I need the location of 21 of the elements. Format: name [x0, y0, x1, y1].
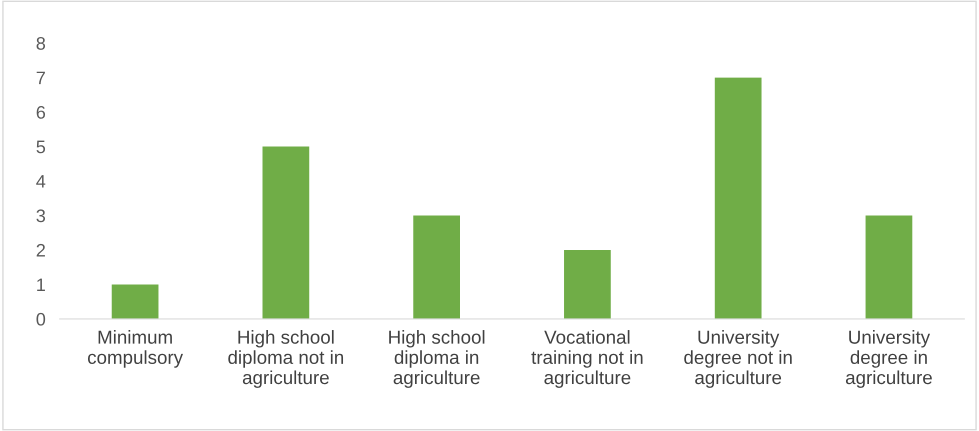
x-tick-label: Vocational training not in agriculture: [531, 330, 642, 388]
y-tick-label: 8: [36, 37, 46, 50]
bar: [262, 146, 310, 319]
y-tick-label: 0: [36, 312, 46, 326]
y-tick-label: 3: [36, 209, 46, 222]
bar: [564, 250, 611, 319]
bar: [714, 78, 762, 319]
x-tick-label: High school diploma in agriculture: [389, 330, 484, 388]
y-tick-label: 2: [36, 244, 45, 257]
x-tick-label: High school diploma not in agriculture: [228, 330, 344, 388]
x-tick-label: University degree not in agriculture: [684, 330, 792, 388]
y-tick-label: 4: [36, 175, 46, 188]
bar: [866, 216, 912, 319]
bar: [413, 216, 460, 319]
y-tick-label: 7: [36, 72, 45, 84]
x-tick-label: Minimum compulsory: [88, 330, 183, 368]
y-tick-label: 5: [36, 140, 46, 154]
y-tick-label: 6: [36, 106, 46, 119]
bar: [112, 284, 158, 319]
x-tick-label: University degree in agriculture: [846, 330, 932, 388]
y-tick-label: 1: [37, 278, 45, 291]
